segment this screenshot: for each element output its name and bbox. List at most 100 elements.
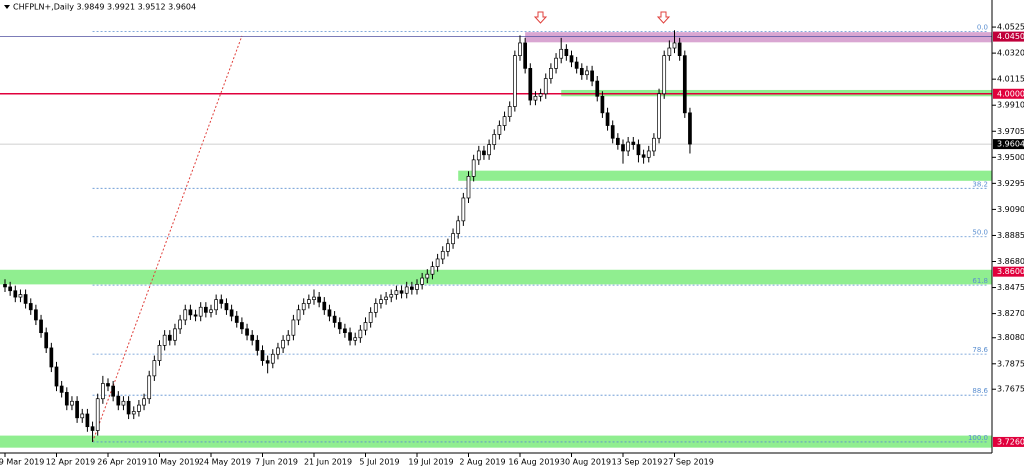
- candle-body: [34, 309, 38, 321]
- candle-body: [353, 337, 358, 341]
- candle-body: [240, 322, 244, 330]
- candle-body: [337, 322, 342, 330]
- candle-body: [348, 332, 352, 341]
- candle-body: [641, 154, 646, 158]
- candle-body: [234, 315, 239, 323]
- candle-body: [605, 112, 610, 126]
- fib-label: 61.8: [972, 277, 988, 285]
- y-tick-label: 3.9910: [997, 101, 1024, 110]
- x-tick-label: 7 Jun 2019: [255, 458, 298, 467]
- zone: [0, 269, 992, 285]
- y-tick-label: 3.8475: [997, 283, 1024, 292]
- candle-body: [358, 329, 363, 339]
- candle-body: [23, 294, 28, 304]
- y-tick-label: 3.9705: [997, 127, 1024, 136]
- x-tick-label: 21 Jun 2019: [304, 458, 352, 467]
- candle-body: [466, 176, 471, 199]
- candle-body: [245, 328, 249, 336]
- candle-body: [49, 347, 54, 368]
- candle-body: [600, 95, 605, 114]
- candle-body: [564, 48, 569, 57]
- fib-label: 38.2: [972, 180, 988, 188]
- candle-body: [631, 141, 636, 145]
- price-box: [993, 139, 1024, 150]
- candle-body: [549, 68, 553, 79]
- fib-label: 100.0: [968, 434, 988, 442]
- candle-body: [512, 55, 517, 107]
- trendline: [92, 35, 243, 443]
- candle-body: [255, 339, 260, 351]
- candle-body: [147, 375, 152, 400]
- candle-body: [178, 319, 182, 330]
- candle-body: [214, 299, 218, 311]
- candle-body: [28, 303, 33, 311]
- candle-body: [327, 309, 332, 317]
- x-tick-label: 29 Mar 2019: [0, 458, 44, 467]
- candle-body: [260, 350, 265, 361]
- candle-body: [75, 400, 79, 419]
- price-box-label: 4.0000: [997, 89, 1024, 98]
- candle-body: [142, 398, 146, 406]
- x-tick-label: 16 Aug 2019: [508, 458, 559, 467]
- candle-body: [497, 125, 502, 135]
- candle-body: [167, 334, 172, 341]
- candle-body: [543, 78, 548, 95]
- candle-body: [270, 353, 275, 364]
- candle-body: [286, 334, 291, 341]
- candle-body: [265, 360, 270, 364]
- x-tick-label: 12 Apr 2019: [46, 458, 95, 467]
- x-tick-label: 2 Aug 2019: [459, 458, 505, 467]
- candle-body: [682, 55, 687, 114]
- candle-body: [487, 144, 491, 156]
- y-tick-label: 3.7875: [997, 359, 1024, 368]
- candle-body: [461, 197, 466, 222]
- candle-body: [229, 309, 234, 317]
- candle-body: [368, 311, 373, 323]
- candle-body: [554, 57, 558, 69]
- candle-body: [667, 47, 672, 57]
- candle-body: [80, 413, 85, 419]
- candle-body: [579, 68, 584, 76]
- y-tick-label: 3.8885: [997, 231, 1024, 240]
- candle-body: [440, 250, 445, 260]
- candle-body: [574, 61, 579, 69]
- y-tick-label: 3.9500: [997, 153, 1024, 162]
- candle-body: [404, 286, 409, 294]
- zone: [525, 32, 992, 43]
- price-box: [993, 266, 1024, 277]
- candle-body: [688, 112, 692, 145]
- candle-body: [209, 309, 213, 313]
- candle-body: [435, 258, 440, 267]
- candle-body: [39, 319, 43, 334]
- candle-body: [183, 309, 188, 321]
- candle-body: [100, 383, 105, 400]
- chart-title: CHFPLN+,Daily 3.9849 3.9921 3.9512 3.960…: [13, 3, 196, 12]
- y-tick-label: 3.8080: [997, 333, 1024, 342]
- candle-body: [106, 383, 110, 387]
- candle-body: [59, 385, 64, 393]
- candle-body: [559, 48, 564, 59]
- x-tick-label: 19 Jul 2019: [408, 458, 453, 467]
- menu-triangle: [4, 5, 10, 9]
- candle-body: [399, 290, 404, 294]
- y-tick-label: 3.8680: [997, 257, 1024, 266]
- price-box: [993, 31, 1024, 42]
- candle-body: [615, 137, 620, 145]
- candle-body: [312, 296, 316, 300]
- x-tick-label: 30 Aug 2019: [560, 458, 611, 467]
- candle-body: [90, 426, 95, 431]
- candle-body: [482, 150, 486, 156]
- candle-body: [646, 150, 651, 158]
- candle-body: [533, 95, 538, 101]
- candle-body: [13, 290, 18, 298]
- candle-body: [332, 315, 337, 323]
- candle-body: [672, 42, 677, 49]
- candle-body: [250, 334, 255, 341]
- fib-label: 88.6: [972, 387, 988, 395]
- candle-body: [111, 385, 116, 397]
- candle-body: [198, 306, 203, 317]
- candle-body: [373, 303, 378, 313]
- candle-body: [219, 299, 224, 304]
- candle-body: [317, 296, 321, 303]
- candle-body: [54, 366, 59, 387]
